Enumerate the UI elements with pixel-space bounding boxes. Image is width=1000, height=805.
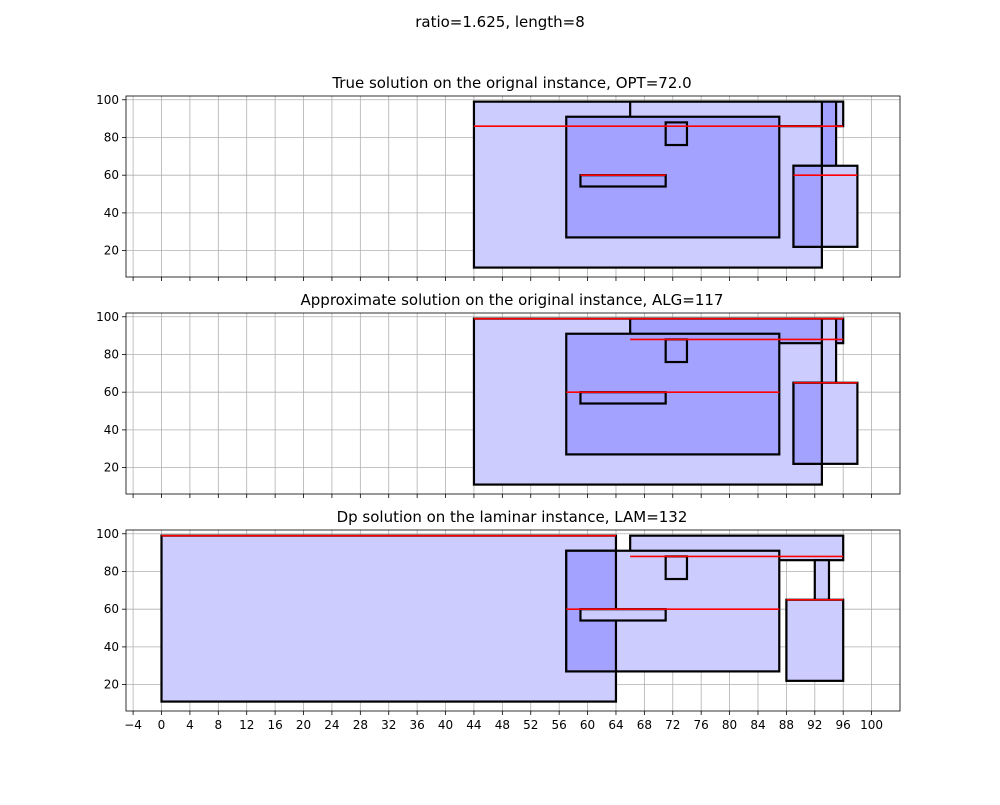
x-tick-label: 84: [750, 718, 765, 732]
plot-area-opt: 20 40 60 80 100: [96, 93, 901, 281]
y-tick-label: 20: [104, 678, 119, 692]
x-tick-label: 8: [214, 718, 222, 732]
interval-rect: [664, 121, 689, 147]
x-tick-label: 48: [495, 718, 510, 732]
x-tick-label: 56: [552, 718, 567, 732]
subplot-opt: True solution on the orignal instance, O…: [96, 74, 901, 281]
x-tick-label: 32: [381, 718, 396, 732]
y-tick-label: 100: [96, 93, 119, 107]
y-tick-label: 40: [104, 640, 119, 654]
x-tick-label: 24: [324, 718, 339, 732]
x-tick-label: 20: [296, 718, 311, 732]
x-tick-label: 64: [608, 718, 623, 732]
plot-area-lam: −4 0 4 8 12 16 20 24 28 32 36 40 44 48 52 56 60 64 68 72 76 8…: [96, 527, 901, 732]
interval-rect: [792, 381, 823, 465]
x-tick-label: 96: [836, 718, 851, 732]
x-tick-label: 28: [353, 718, 368, 732]
x-tick-label: −4: [124, 718, 142, 732]
y-tick-label: 20: [104, 244, 119, 258]
x-tick-label: 88: [779, 718, 794, 732]
interval-rect: [664, 555, 689, 581]
interval-rect: [579, 174, 667, 188]
x-tick-label: 100: [860, 718, 883, 732]
y-tick-label: 80: [104, 130, 119, 144]
x-tick-label: 76: [694, 718, 709, 732]
subplot-title-opt: True solution on the orignal instance, O…: [331, 74, 691, 92]
figure-suptitle: ratio=1.625, length=8: [415, 13, 585, 31]
x-tick-label: 40: [438, 718, 453, 732]
x-tick-label: 36: [409, 718, 424, 732]
x-tick-label: 0: [158, 718, 166, 732]
y-tick-label: 60: [104, 602, 119, 616]
x-tick-label: 68: [637, 718, 652, 732]
interval-rect: [785, 598, 845, 682]
interval-rect: [160, 534, 618, 703]
y-tick-label: 80: [104, 347, 119, 361]
axes-frame: [125, 312, 901, 495]
subplot-lam: Dp solution on the laminar instance, LAM…: [96, 508, 901, 732]
y-tick-label: 40: [104, 423, 119, 437]
interval-rect: [579, 608, 667, 622]
x-tick-label: 4: [186, 718, 194, 732]
x-tick-label: 80: [722, 718, 737, 732]
interval-rect: [664, 338, 689, 364]
interval-rect: [579, 391, 667, 405]
y-tick-label: 60: [104, 385, 119, 399]
subplot-title-lam: Dp solution on the laminar instance, LAM…: [337, 508, 688, 526]
y-tick-label: 60: [104, 168, 119, 182]
x-tick-label: 72: [665, 718, 680, 732]
x-tick-label: 92: [807, 718, 822, 732]
x-tick-label: 12: [239, 718, 254, 732]
x-tick-label: 60: [580, 718, 595, 732]
axes-frame: [125, 95, 901, 278]
y-tick-label: 80: [104, 564, 119, 578]
y-tick-label: 100: [96, 527, 119, 541]
axes-frame: [125, 529, 901, 712]
y-tick-label: 20: [104, 461, 119, 475]
y-tick-label: 100: [96, 310, 119, 324]
subplot-alg: Approximate solution on the original ins…: [96, 291, 901, 498]
x-tick-label: 44: [466, 718, 481, 732]
x-tick-label: 52: [523, 718, 538, 732]
interval-rect: [792, 164, 823, 248]
y-tick-label: 40: [104, 206, 119, 220]
x-tick-label: 16: [267, 718, 282, 732]
plot-area-alg: 20 40 60 80 100: [96, 310, 901, 498]
subplot-title-alg: Approximate solution on the original ins…: [301, 291, 724, 309]
